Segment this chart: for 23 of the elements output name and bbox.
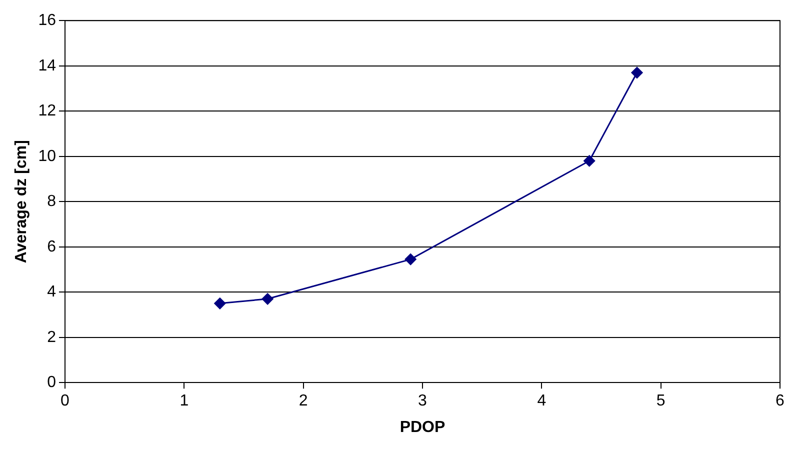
x-tick-label: 6 [776,392,785,410]
x-tick-label: 1 [180,392,189,410]
y-tick-label: 4 [47,284,56,301]
point [262,293,274,305]
point [404,254,416,266]
y-tick-label: 12 [38,102,56,120]
x-tick-label: 5 [656,392,666,410]
point [631,66,643,78]
y-axis-title: Average dz [cm] [13,140,30,264]
y-tick-label: 6 [47,238,56,256]
x-tick-label: 3 [418,392,428,410]
x-tick-label: 4 [537,392,546,410]
y-tick-label: 14 [38,57,56,74]
y-tick-label: 10 [38,148,56,165]
x-tick-label: 0 [60,392,70,410]
x-axis-title: PDOP [400,418,446,436]
point [214,298,226,310]
x-tick-label: 2 [298,392,308,410]
y-tick-label: 2 [47,328,56,346]
y-tick-label: 0 [47,374,56,392]
y-tick-label: 16 [38,12,56,30]
point [584,155,596,167]
y-tick-label: 8 [47,193,56,210]
